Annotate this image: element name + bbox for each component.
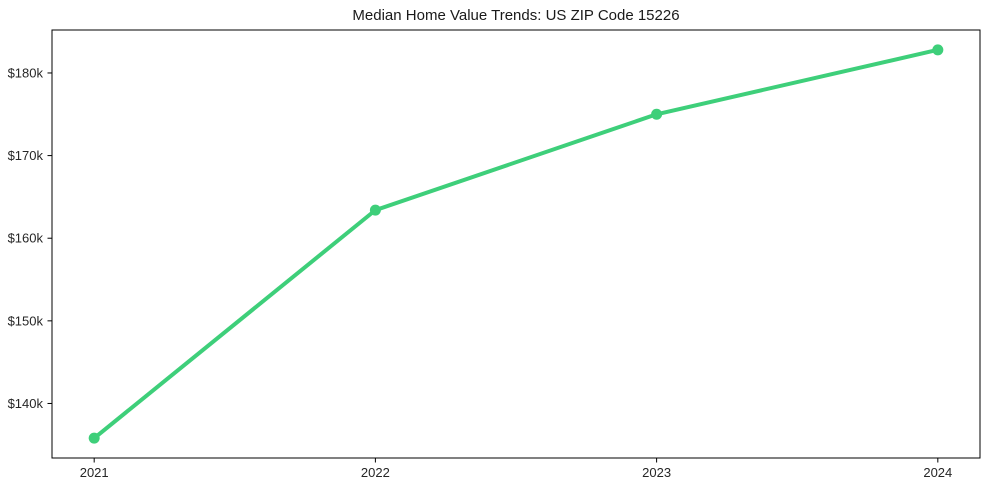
plot-area: $140k $150k $160k $170k $180k 2021 2022 2023 202… (8, 29, 981, 480)
y-tick-label: $140k (8, 396, 44, 411)
y-tick-label: $170k (8, 148, 44, 163)
data-point-2021 (88, 432, 100, 444)
data-point-2022 (369, 204, 381, 216)
x-tick-label: 2021 (80, 465, 109, 480)
y-tick-label: $150k (8, 313, 44, 328)
data-point-2023 (651, 108, 663, 120)
data-point-2024 (932, 44, 944, 56)
chart-title: Median Home Value Trends: US ZIP Code 15… (352, 7, 679, 24)
x-tick-label: 2023 (642, 465, 671, 480)
x-tick-label: 2024 (923, 465, 952, 480)
x-tick-label: 2022 (361, 465, 390, 480)
y-tick-label: $180k (8, 65, 44, 80)
y-tick-label: $160k (8, 231, 44, 246)
axes-border (51, 29, 981, 459)
trend-line (92, 47, 940, 441)
